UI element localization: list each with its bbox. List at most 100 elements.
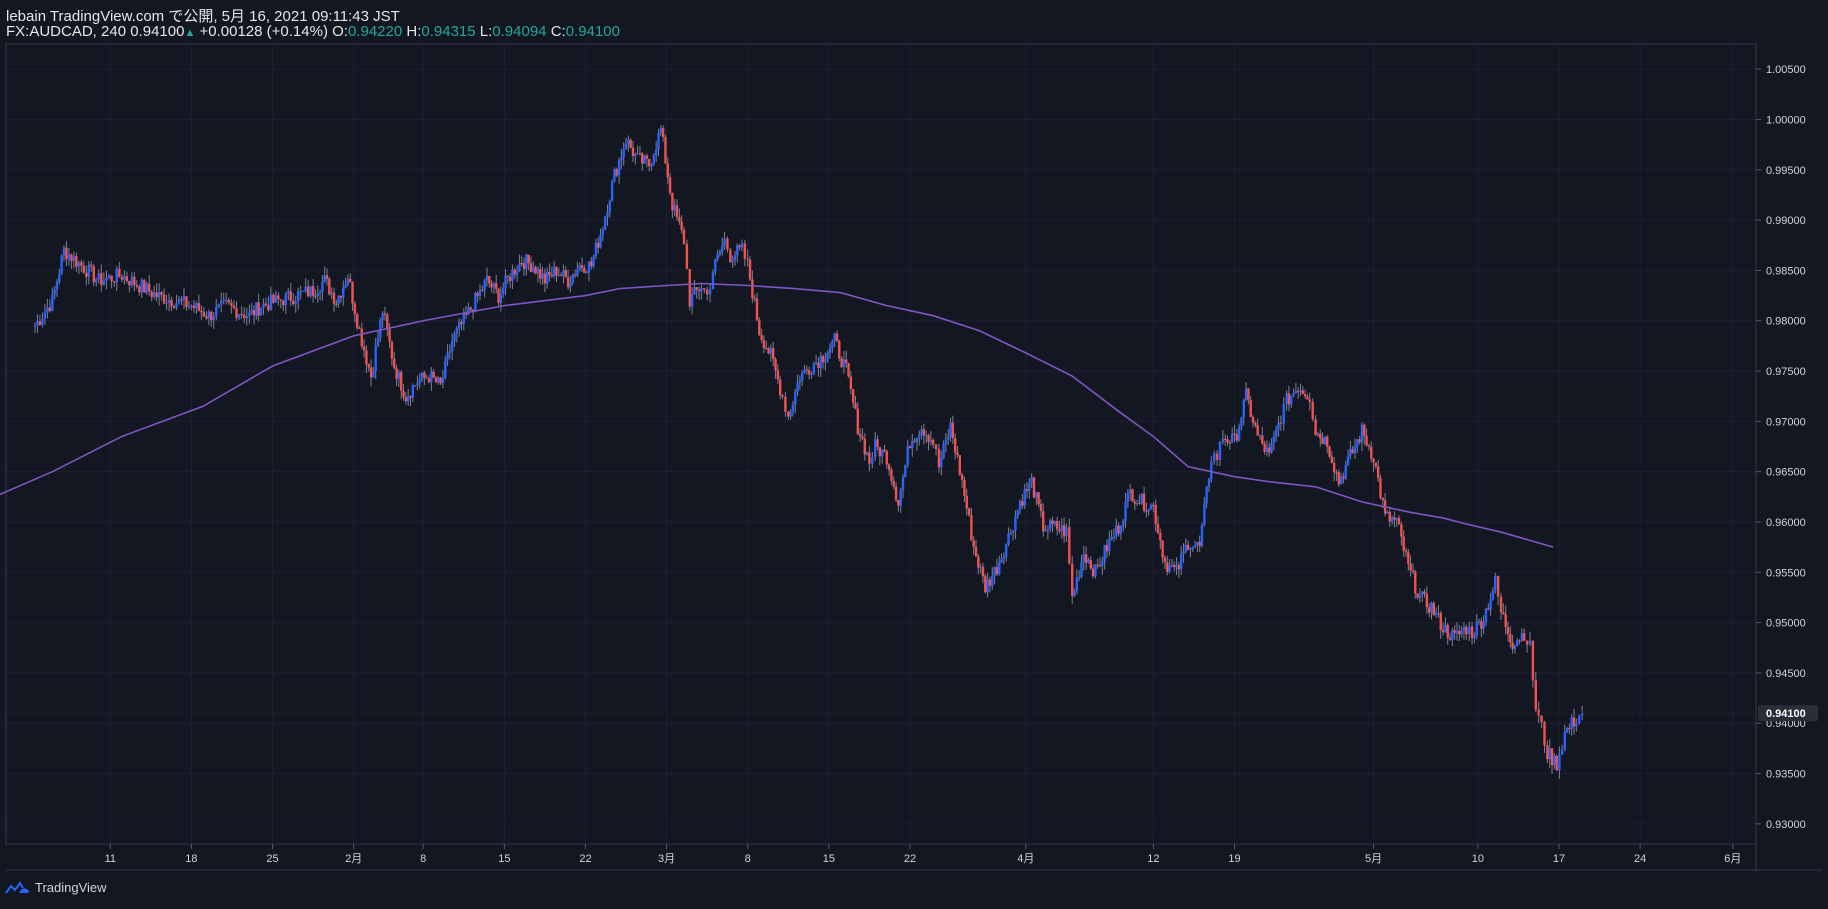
candle-down <box>1511 642 1514 649</box>
candle-down <box>1432 602 1436 616</box>
candle-up <box>1421 591 1424 596</box>
candle-down <box>1518 640 1521 642</box>
candle-down <box>367 364 370 368</box>
candle-down <box>849 376 853 390</box>
candle-down <box>778 379 782 396</box>
candle-down <box>645 155 649 159</box>
moving-average-series[interactable] <box>0 282 1554 548</box>
candle-down <box>573 274 577 276</box>
moving-average-line <box>0 282 1554 548</box>
candle-up <box>1553 755 1556 766</box>
candle-down <box>1351 449 1354 454</box>
candle-up <box>1128 489 1132 493</box>
price-tick-label: 0.99000 <box>1766 215 1806 227</box>
candle-up <box>1565 728 1569 733</box>
candle-up <box>72 256 76 262</box>
candle-down <box>1138 502 1141 504</box>
candle-down <box>965 495 968 509</box>
candle-down <box>1025 489 1029 491</box>
candle-up <box>1147 509 1150 512</box>
candle-down <box>664 137 667 164</box>
candle-down <box>1166 562 1169 572</box>
candle-up <box>36 321 39 326</box>
last-price-badge <box>1758 705 1818 722</box>
candle-up <box>418 379 421 384</box>
candle-down <box>680 221 683 230</box>
candle-up <box>46 307 49 313</box>
candle-down <box>1159 532 1162 541</box>
candle-up <box>511 269 514 282</box>
candle-up <box>1575 723 1578 727</box>
candle-up <box>1580 713 1584 716</box>
candle-up <box>714 259 717 273</box>
candle-up <box>1004 543 1008 558</box>
candle-up <box>578 265 581 270</box>
candle-up <box>1434 612 1438 616</box>
time-axis[interactable]: 11 18 25 2月 8 15 22 3月 8 15 22 4月 12 19 5月 10 17 24 6月 <box>105 844 1742 865</box>
candle-down <box>1263 443 1266 452</box>
candle-down <box>1367 445 1371 447</box>
candle-up <box>1065 527 1068 537</box>
candle-down <box>1414 571 1417 594</box>
price-axis[interactable]: 1.00500 1.00000 0.99500 0.99000 0.98500 0.980… <box>1756 64 1806 831</box>
candle-down <box>1177 565 1181 570</box>
candle-down <box>765 348 768 350</box>
candle-down <box>631 147 635 157</box>
candle-down <box>1400 524 1403 537</box>
candle-down <box>349 278 352 282</box>
candle-up <box>1018 501 1022 510</box>
candle-up <box>610 181 614 201</box>
time-tick-label: 17 <box>1553 853 1565 865</box>
price-tick-label: 0.96500 <box>1766 467 1806 479</box>
candle-up <box>690 294 694 307</box>
time-tick-label: 6月 <box>1724 853 1741 865</box>
candle-down <box>1021 501 1024 506</box>
candle-down <box>125 276 129 282</box>
candle-down <box>1358 439 1361 443</box>
candle-down <box>1117 525 1120 534</box>
candle-down <box>807 370 811 375</box>
candle-down <box>1098 565 1102 567</box>
candle-down <box>1480 620 1483 629</box>
high-label: H: <box>406 23 422 40</box>
candle-up <box>1087 559 1090 563</box>
candle-up <box>1513 645 1517 649</box>
candle-up <box>1014 515 1017 531</box>
candle-up <box>659 128 663 133</box>
candle-down <box>1453 630 1456 633</box>
candle-down <box>90 264 93 267</box>
candle-down <box>160 292 163 295</box>
candle-up <box>536 268 540 274</box>
candle-down <box>409 396 412 398</box>
candle-up <box>1299 390 1302 392</box>
candle-up <box>733 255 737 261</box>
candle-up <box>1242 399 1245 418</box>
last-price: 0.94100 <box>130 23 185 40</box>
candle-down <box>1330 456 1334 464</box>
candle-up <box>140 280 143 293</box>
candle-down <box>984 576 987 593</box>
candle-up <box>803 369 806 373</box>
candle-up <box>810 374 813 376</box>
candle-down <box>386 314 389 330</box>
candle-down <box>1550 748 1554 766</box>
candle-up <box>376 337 380 346</box>
price-tick-label: 1.00000 <box>1766 114 1806 126</box>
candle-down <box>988 579 992 586</box>
candle-up <box>323 275 326 282</box>
candlestick-series[interactable] <box>33 125 1584 779</box>
candle-up <box>1221 439 1225 442</box>
candle-up <box>1028 482 1031 491</box>
symbol-label[interactable]: FX:AUDCAD, 240 <box>6 23 127 40</box>
candle-up <box>1053 521 1057 524</box>
candle-up <box>342 287 345 298</box>
candle-down <box>138 286 141 293</box>
time-tick-label: 15 <box>823 853 835 865</box>
candle-up <box>624 143 628 150</box>
candle-up <box>1124 501 1127 521</box>
time-tick-label: 15 <box>498 853 510 865</box>
tradingview-footer[interactable]: TradingView <box>5 880 107 895</box>
candle-up <box>1560 749 1564 755</box>
candle-down <box>751 279 754 299</box>
